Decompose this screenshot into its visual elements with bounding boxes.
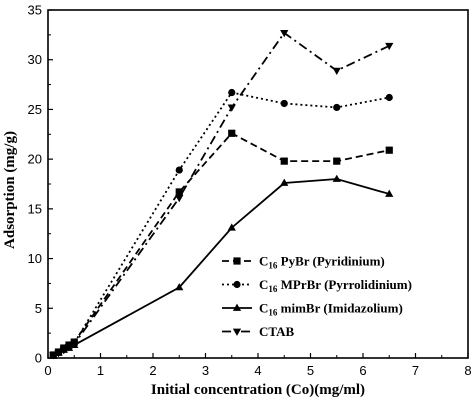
data-point (280, 157, 288, 165)
y-tick-label: 25 (28, 102, 42, 117)
data-point (333, 157, 341, 165)
y-tick-label: 10 (28, 251, 42, 266)
data-point (385, 189, 394, 197)
data-point (333, 103, 341, 112)
y-tick-label: 20 (28, 152, 42, 167)
x-tick-label: 8 (464, 363, 471, 378)
series-4 (49, 29, 394, 360)
x-tick-label: 6 (359, 363, 366, 378)
data-point (228, 129, 236, 137)
legend-marker (233, 257, 241, 265)
y-tick-label: 15 (28, 201, 42, 216)
data-point (70, 341, 79, 349)
series-line (52, 91, 390, 356)
data-point (175, 283, 184, 291)
series-layer (49, 29, 394, 360)
x-axis-label: Initial concentration (Co)(mg/ml) (151, 382, 365, 398)
data-point (49, 352, 58, 360)
data-point (280, 29, 289, 38)
axes: 0 1 2 3 4 5 6 7 8 0 5 10 15 20 25 30 35 (28, 3, 472, 379)
x-tick-label: 5 (307, 363, 314, 378)
x-tick-label: 3 (202, 363, 209, 378)
legend-label: C16 PyBr (Pyridinium) (259, 254, 385, 271)
data-point (385, 93, 393, 102)
legend-item: C16 PyBr (Pyridinium) (222, 254, 385, 271)
legend-item: C16 mimBr (Imidazolium) (222, 301, 403, 318)
y-axis-label: Adsorption (mg/g) (2, 131, 18, 249)
data-point (227, 104, 236, 112)
data-point (228, 88, 236, 97)
legend-marker (232, 303, 242, 311)
legend-marker (232, 328, 242, 336)
legend-marker (233, 280, 241, 289)
x-tick-label: 2 (149, 363, 156, 378)
data-point (54, 350, 63, 358)
data-point (332, 67, 341, 75)
data-point (332, 174, 341, 182)
data-point (385, 146, 393, 154)
legend: C16 PyBr (Pyridinium) C16 MPrBr (Pyrrolid… (222, 254, 412, 339)
data-point (385, 42, 394, 51)
data-point (175, 188, 183, 196)
data-point (59, 347, 68, 355)
series-line (52, 132, 390, 356)
legend-item: CTAB (222, 324, 294, 339)
x-tick-label: 4 (254, 363, 261, 378)
y-tick-label: 5 (35, 301, 42, 316)
y-tick-label: 30 (28, 52, 42, 67)
x-tick-label: 1 (97, 363, 104, 378)
data-point (175, 166, 183, 174)
legend-item: C16 MPrBr (Pyrrolidinium) (222, 277, 412, 294)
legend-label: CTAB (259, 324, 294, 339)
y-tick-label: 0 (35, 351, 42, 366)
x-tick-label: 7 (412, 363, 419, 378)
data-point (280, 178, 289, 186)
data-point (227, 223, 236, 231)
legend-label: C16 mimBr (Imidazolium) (259, 301, 403, 318)
data-point (175, 195, 184, 203)
data-point (280, 99, 288, 108)
y-tick-label: 35 (28, 3, 42, 18)
x-tick-label: 0 (44, 363, 51, 378)
data-point (64, 344, 74, 352)
legend-label: C16 MPrBr (Pyrrolidinium) (259, 277, 412, 294)
